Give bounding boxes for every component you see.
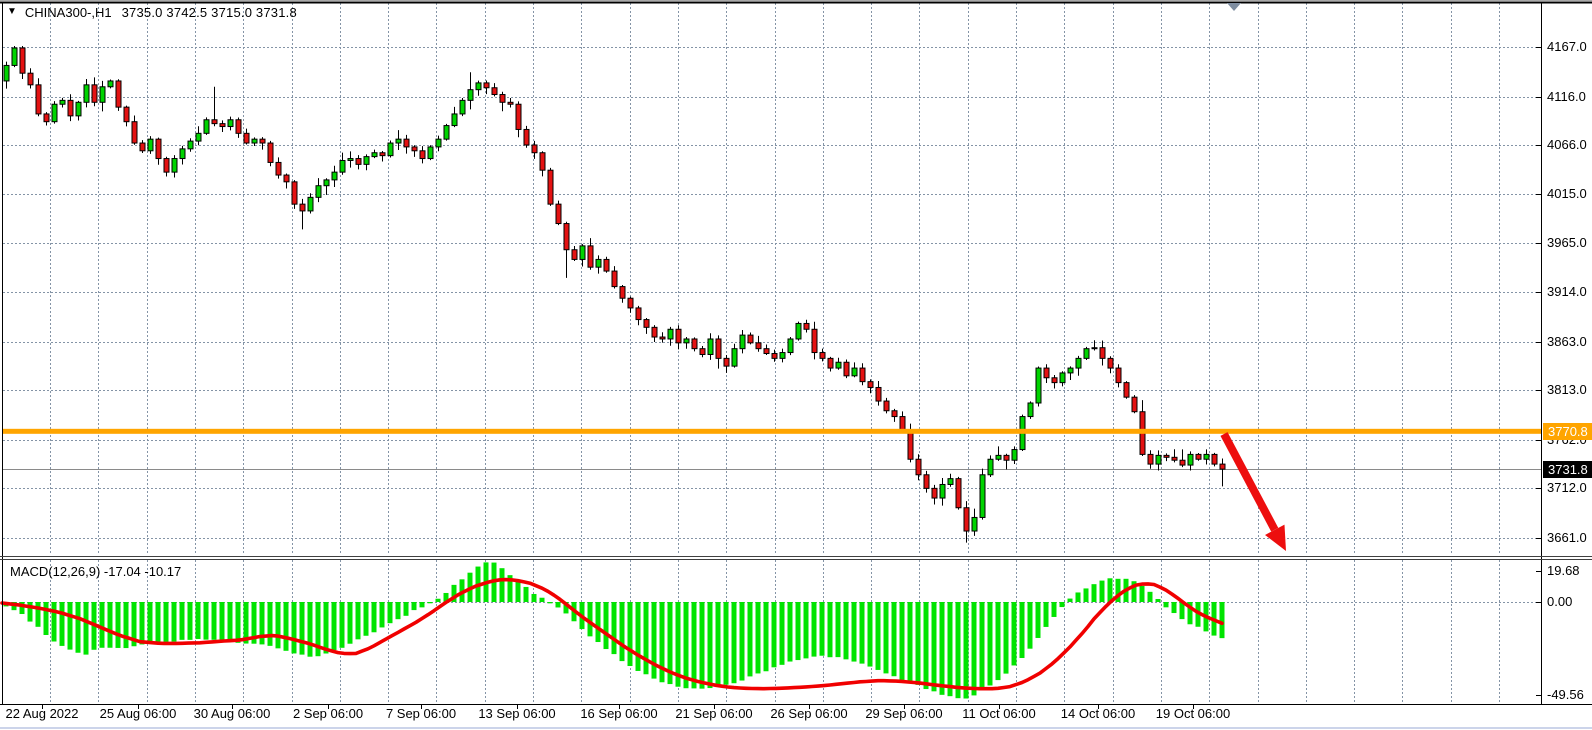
time-axis-label: 26 Sep 06:00 [770,706,848,721]
ohlc-values: 3735.0 3742.5 3715.0 3731.8 [121,5,297,20]
chart-shift-marker-icon[interactable] [1227,3,1241,11]
time-axis-label: 21 Sep 06:00 [675,706,753,721]
bid-price-badge: 3731.8 [1543,460,1592,478]
price-axis-label: 4015.0 [1547,186,1587,202]
time-axis-label: 30 Aug 06:00 [193,706,271,721]
candlesticks [3,45,1226,543]
time-axis-label: 22 Aug 2022 [5,706,79,721]
symbol-label: CHINA300-,H1 [24,5,112,20]
macd-axis-label: 0.00 [1547,594,1573,609]
chart-dropdown-icon[interactable]: ▼ [7,6,17,17]
time-axis-label: 14 Oct 06:00 [1060,706,1136,721]
price-axis-label: 4167.0 [1547,39,1587,54]
price-axis-label: 3712.0 [1547,480,1587,496]
axis-ticks [42,47,1541,709]
price-axis-label: 4066.0 [1547,137,1587,152]
time-axis-label: 11 Oct 06:00 [962,706,1036,721]
price-axis-label: 3661.0 [1547,529,1587,545]
time-axis-label: 7 Sep 06:00 [385,706,457,721]
window-top-edge [0,0,1592,1]
grid-lines [3,3,1541,703]
price-axis-label: 3914.0 [1547,284,1587,300]
time-axis-label: 19 Oct 06:00 [1155,706,1231,721]
time-axis-label: 29 Sep 06:00 [865,706,943,721]
macd-axis-label: -49.56 [1547,687,1584,702]
hline-price-badge: 3770.8 [1543,423,1592,440]
price-axis-label: 3863.0 [1547,333,1587,349]
price-axis-label: 3813.0 [1547,382,1587,398]
macd-signal-line [0,577,1224,691]
horizontal-price-line [3,428,1541,434]
macd-axis-label: 19.68 [1547,563,1580,578]
macd-histogram [3,562,1225,699]
price-axis-label: 4116.0 [1547,88,1586,104]
time-axis-label: 25 Aug 06:00 [99,706,177,721]
time-axis-label: 16 Sep 06:00 [580,706,658,721]
panel-borders [0,1,1592,705]
window-bottom-edge [0,727,1592,729]
macd-indicator-label: MACD(12,26,9) -17.04 -10.17 [10,564,182,579]
chart-title: ▼ CHINA300-,H1 3735.0 3742.5 3715.0 3731.8 [7,5,297,20]
time-axis-label: 13 Sep 06:00 [478,706,556,721]
trend-arrow[interactable] [1220,432,1286,551]
price-axis-label: 3965.0 [1547,235,1587,250]
time-axis-label: 2 Sep 06:00 [292,706,364,721]
